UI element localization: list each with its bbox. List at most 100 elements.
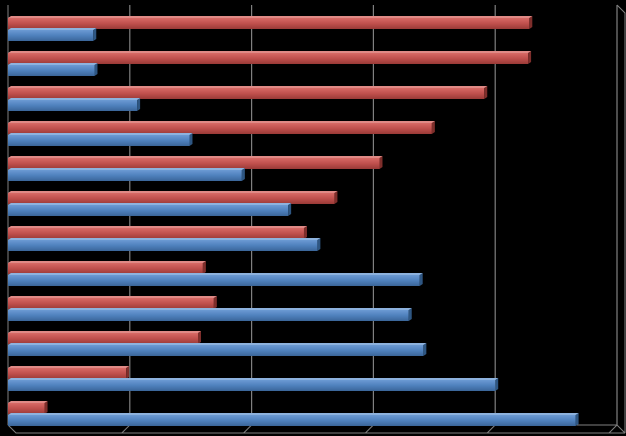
bar-blue-2 bbox=[8, 63, 98, 76]
bar-blue-10 bbox=[8, 343, 427, 356]
bar-end bbox=[126, 366, 130, 379]
bar-red-4 bbox=[8, 121, 435, 134]
bar-blue-6 bbox=[8, 203, 292, 216]
bar-blue-7 bbox=[8, 238, 321, 251]
bar-end bbox=[94, 63, 98, 76]
gridline-floor bbox=[243, 424, 252, 434]
bar-face bbox=[8, 240, 318, 251]
bar-face bbox=[8, 205, 289, 216]
bar-end bbox=[288, 203, 292, 216]
gridline-floor bbox=[365, 424, 374, 434]
bar-face bbox=[8, 228, 304, 239]
bar-red-10 bbox=[8, 331, 202, 344]
bar-face bbox=[8, 158, 380, 169]
bar-face bbox=[8, 380, 496, 391]
bar-top bbox=[8, 86, 488, 88]
bar-top bbox=[8, 51, 532, 53]
bar-face bbox=[8, 368, 127, 379]
bar-blue-3 bbox=[8, 98, 141, 111]
bar-face bbox=[8, 88, 485, 99]
bar-end bbox=[213, 296, 217, 309]
bar-top bbox=[8, 378, 499, 380]
bar-end bbox=[419, 273, 423, 286]
bar-face bbox=[8, 193, 335, 204]
bar-red-9 bbox=[8, 296, 217, 309]
bar-face bbox=[8, 30, 94, 41]
bar-end bbox=[189, 133, 193, 146]
bar-end bbox=[202, 261, 206, 274]
bar-top bbox=[8, 401, 48, 403]
bar-blue-9 bbox=[8, 308, 412, 321]
bar-top bbox=[8, 16, 533, 18]
bar-red-1 bbox=[8, 16, 533, 29]
gridline-floor bbox=[486, 424, 496, 434]
bar-end bbox=[484, 86, 488, 99]
bar-end bbox=[423, 343, 427, 356]
bar-face bbox=[8, 18, 530, 29]
bar-top bbox=[8, 133, 193, 135]
gridline-floor bbox=[121, 424, 131, 434]
bar-top bbox=[8, 331, 202, 333]
bar-end bbox=[495, 378, 499, 391]
bar-end bbox=[317, 238, 321, 251]
bar-top bbox=[8, 261, 206, 263]
bar-face bbox=[8, 298, 214, 309]
gridline-floor bbox=[608, 424, 618, 434]
bar-top bbox=[8, 273, 423, 275]
bar-red-7 bbox=[8, 226, 307, 239]
bar-end bbox=[44, 401, 48, 414]
bar-top bbox=[8, 226, 307, 228]
bar-top bbox=[8, 28, 97, 30]
bar-top bbox=[8, 343, 427, 345]
bar-top bbox=[8, 121, 435, 123]
bar-top bbox=[8, 308, 412, 310]
bar-end bbox=[93, 28, 97, 41]
bar-end bbox=[241, 168, 245, 181]
bar-face bbox=[8, 333, 199, 344]
bar-top bbox=[8, 168, 245, 170]
bar-face bbox=[8, 345, 424, 356]
bar-red-2 bbox=[8, 51, 532, 64]
bar-top bbox=[8, 63, 98, 65]
bar-red-5 bbox=[8, 156, 383, 169]
bar-face bbox=[8, 263, 203, 274]
bar-top bbox=[8, 366, 130, 368]
bar-end bbox=[379, 156, 383, 169]
bar-blue-1 bbox=[8, 28, 97, 41]
bar-blue-4 bbox=[8, 133, 193, 146]
bar-top bbox=[8, 413, 579, 415]
bar-blue-5 bbox=[8, 168, 245, 181]
bar-end bbox=[198, 331, 202, 344]
bar-face bbox=[8, 403, 45, 414]
bar-red-11 bbox=[8, 366, 130, 379]
bar-end bbox=[529, 16, 533, 29]
bar-end bbox=[334, 191, 338, 204]
bar-face bbox=[8, 123, 432, 134]
bar-blue-11 bbox=[8, 378, 499, 391]
bar-red-3 bbox=[8, 86, 488, 99]
bar-face bbox=[8, 170, 242, 181]
bar-red-8 bbox=[8, 261, 206, 274]
bar-top bbox=[8, 238, 321, 240]
bar-face bbox=[8, 135, 190, 146]
bar-top bbox=[8, 156, 383, 158]
bar-top bbox=[8, 203, 292, 205]
bar-blue-8 bbox=[8, 273, 423, 286]
bar-top bbox=[8, 296, 217, 298]
bar-end bbox=[575, 413, 579, 426]
bar-end bbox=[137, 98, 141, 111]
bar-face bbox=[8, 275, 420, 286]
bar-end bbox=[303, 226, 307, 239]
bar-top bbox=[8, 191, 338, 193]
bar-end bbox=[528, 51, 532, 64]
bar-face bbox=[8, 100, 138, 111]
bar-face bbox=[8, 65, 95, 76]
bar-end bbox=[408, 308, 412, 321]
bar-red-6 bbox=[8, 191, 338, 204]
bar-top bbox=[8, 98, 141, 100]
bar-red-12 bbox=[8, 401, 48, 414]
bar-blue-12 bbox=[8, 413, 579, 426]
bar-face bbox=[8, 53, 529, 64]
